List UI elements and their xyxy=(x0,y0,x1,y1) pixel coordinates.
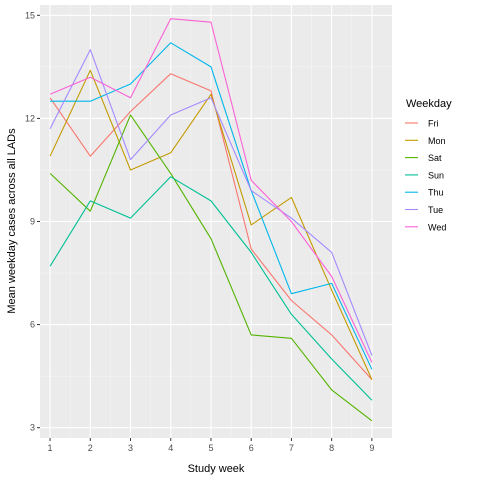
y-tick-label: 12 xyxy=(25,113,35,123)
x-tick-label: 5 xyxy=(208,443,213,453)
x-axis-title: Study week xyxy=(188,463,245,475)
series-line-fri xyxy=(49,73,373,380)
x-tick-label: 4 xyxy=(168,443,173,453)
x-tick-label: 7 xyxy=(289,443,294,453)
y-tick-label: 15 xyxy=(25,10,35,20)
series-line-sun xyxy=(49,176,373,401)
legend-label-sat: Sat xyxy=(428,153,442,163)
series-line-thu xyxy=(50,42,373,370)
x-tick-label: 9 xyxy=(369,443,374,453)
x-tick-label: 1 xyxy=(48,443,53,453)
legend-title: Weekday xyxy=(406,98,452,110)
y-axis: 3 6 9 12 15 xyxy=(25,10,40,433)
y-tick-label: 3 xyxy=(30,423,35,433)
series-line-tue xyxy=(49,49,373,356)
series-line-wed xyxy=(49,18,373,363)
series-line-sat xyxy=(49,114,373,422)
x-tick-label: 8 xyxy=(329,443,334,453)
legend-label-wed: Wed xyxy=(428,222,446,232)
y-axis-title: Mean weekday cases across all LADs xyxy=(6,128,18,314)
x-tick-label: 3 xyxy=(128,443,133,453)
x-tick-label: 2 xyxy=(88,443,93,453)
legend-items: Fri Mon Sat Sun Thu Tue Wed xyxy=(403,114,446,236)
legend-label-fri: Fri xyxy=(428,119,439,129)
legend-label-tue: Tue xyxy=(428,205,443,215)
series-lines xyxy=(49,18,373,422)
x-axis: 1 2 3 4 5 6 7 8 9 xyxy=(48,438,374,453)
series-line-mon xyxy=(49,69,373,380)
y-tick-label: 9 xyxy=(30,217,35,227)
legend: Weekday Fri Mon Sat Sun Thu Tue Wed xyxy=(403,98,452,236)
y-tick-label: 6 xyxy=(30,320,35,330)
legend-label-thu: Thu xyxy=(428,188,444,198)
x-tick-label: 6 xyxy=(249,443,254,453)
legend-label-sun: Sun xyxy=(428,170,444,180)
legend-label-mon: Mon xyxy=(428,136,446,146)
